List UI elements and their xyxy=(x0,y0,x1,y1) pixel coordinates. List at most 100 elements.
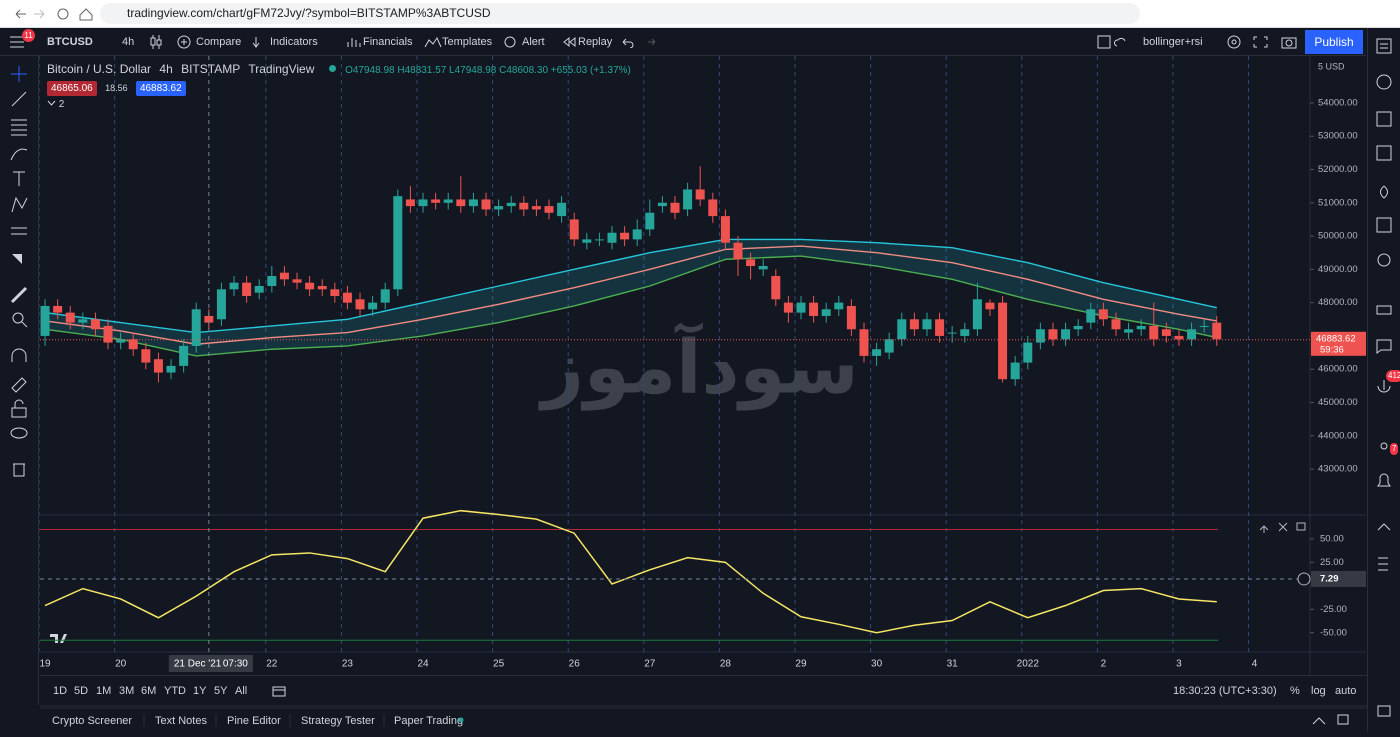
band-fill xyxy=(45,239,1217,356)
range-button[interactable]: 3M xyxy=(119,685,135,697)
time-tick-label: 29 xyxy=(795,659,807,670)
publish-button[interactable]: Publish xyxy=(1305,30,1363,54)
candle-body xyxy=(179,345,189,366)
time-tick-label: 4 xyxy=(1252,659,1258,670)
candle-body xyxy=(998,302,1008,380)
candle-body xyxy=(708,199,718,217)
candle-body xyxy=(935,319,945,336)
candle-body xyxy=(746,259,756,267)
candle-body xyxy=(594,239,604,241)
interval[interactable]: 4h xyxy=(122,36,135,48)
drawing-toolbar xyxy=(0,56,39,705)
candle-body xyxy=(569,219,579,240)
add-alert-icon[interactable] xyxy=(1297,572,1311,586)
scale-option[interactable]: log xyxy=(1311,685,1326,697)
range-button[interactable]: 6M xyxy=(141,685,157,697)
tab[interactable]: Crypto Screener xyxy=(52,715,133,727)
range-button[interactable]: All xyxy=(235,685,248,697)
bid[interactable]: 46865.06 xyxy=(47,81,97,96)
candle-body xyxy=(40,305,50,336)
candle-body xyxy=(506,202,516,207)
scale-option[interactable]: % xyxy=(1290,685,1300,697)
legend-title: Bitcoin / U.S. Dollar xyxy=(47,62,152,76)
candle-body xyxy=(846,305,856,330)
sidebar-icons[interactable] xyxy=(1368,28,1400,732)
candle-body xyxy=(657,202,667,207)
candle-body xyxy=(582,239,592,243)
tab[interactable]: Pine Editor xyxy=(227,715,281,727)
range-button[interactable]: 5Y xyxy=(214,685,228,697)
settings-icons[interactable] xyxy=(1226,34,1302,50)
pane-buttons[interactable] xyxy=(1259,522,1306,533)
toolbar-button[interactable]: Templates xyxy=(442,36,493,48)
candle-body xyxy=(859,329,869,356)
sidebar-badge: 7 xyxy=(1390,443,1399,455)
symbol[interactable]: BTCUSD xyxy=(47,36,93,48)
candle-body xyxy=(1187,329,1197,340)
layout-icons[interactable] xyxy=(1097,35,1127,49)
toolbar-button[interactable]: Replay xyxy=(578,36,613,48)
tab[interactable]: Strategy Tester xyxy=(301,715,375,727)
range-button[interactable]: 1Y xyxy=(193,685,207,697)
range-button[interactable]: 1D xyxy=(53,685,68,697)
price-tick-label: 43000.00 xyxy=(1318,464,1358,475)
candle-body xyxy=(116,339,126,343)
toolbar-button[interactable]: Compare xyxy=(196,36,242,48)
candle-body xyxy=(1023,342,1033,363)
price-tick-label: 49000.00 xyxy=(1318,264,1358,275)
toolbar-button[interactable]: Alert xyxy=(522,36,545,48)
candle-body xyxy=(166,365,176,373)
range-button[interactable]: 5D xyxy=(74,685,89,697)
candle-body xyxy=(544,206,554,213)
watermark: سودآموز xyxy=(537,322,858,412)
goto-date[interactable] xyxy=(272,685,286,697)
rsi-line xyxy=(44,509,1217,634)
currency-label: 5 USD xyxy=(1318,61,1345,71)
candle-body xyxy=(342,292,352,303)
legend: Bitcoin / U.S. Dollar 4h BITSTAMP Tradin… xyxy=(47,62,636,110)
spread: 18.56 xyxy=(105,83,128,93)
undo-redo[interactable] xyxy=(620,36,660,48)
drawing-tools[interactable] xyxy=(0,56,38,705)
menu-icon[interactable] xyxy=(10,36,24,48)
candle-body xyxy=(620,232,630,240)
tab[interactable]: Paper Trading xyxy=(394,715,464,727)
time-tick-label: 28 xyxy=(720,659,732,670)
candle-body xyxy=(922,319,932,330)
toolbar-button[interactable]: Indicators xyxy=(270,36,318,48)
candle-body xyxy=(884,339,894,353)
candle-body xyxy=(443,199,453,203)
layout-name[interactable]: bollinger+rsi xyxy=(1143,36,1203,48)
url-field[interactable]: tradingview.com/chart/gFM72Jvy/?symbol=B… xyxy=(100,3,1140,24)
range-button[interactable]: 1M xyxy=(96,685,112,697)
candle-body xyxy=(733,242,743,260)
candle-body xyxy=(279,272,289,280)
indicators-toggle[interactable]: 2 xyxy=(47,99,636,110)
crosshair-time-box xyxy=(168,655,253,672)
clock[interactable]: 18:30:23 (UTC+3:30) xyxy=(1173,685,1277,697)
scale-option[interactable]: auto xyxy=(1335,685,1357,697)
candle-body xyxy=(128,339,138,350)
chart-type-icon[interactable] xyxy=(150,35,162,49)
candle-body xyxy=(519,202,529,210)
ask[interactable]: 46883.62 xyxy=(135,81,186,96)
tab[interactable]: Text Notes xyxy=(155,715,207,727)
candle-body xyxy=(645,212,655,230)
candle-body xyxy=(960,329,970,336)
candle-body xyxy=(821,309,831,316)
candle-body xyxy=(1086,309,1096,323)
browser-nav[interactable] xyxy=(0,0,100,28)
band-line xyxy=(44,238,1217,334)
candle-body xyxy=(809,302,819,316)
chevron xyxy=(47,100,56,106)
rsi-tick-label: 50.00 xyxy=(1320,533,1344,544)
indicators-count: 2 xyxy=(58,99,65,110)
candle-body xyxy=(1199,325,1209,327)
toolbar-button[interactable]: Financials xyxy=(363,36,413,48)
crosshair-date: 21 Dec '21 xyxy=(174,659,222,670)
candle-body xyxy=(103,325,113,343)
range-button[interactable]: YTD xyxy=(164,685,186,697)
legend-source: TradingView xyxy=(248,62,315,76)
legend-interval: 4h xyxy=(159,62,173,76)
